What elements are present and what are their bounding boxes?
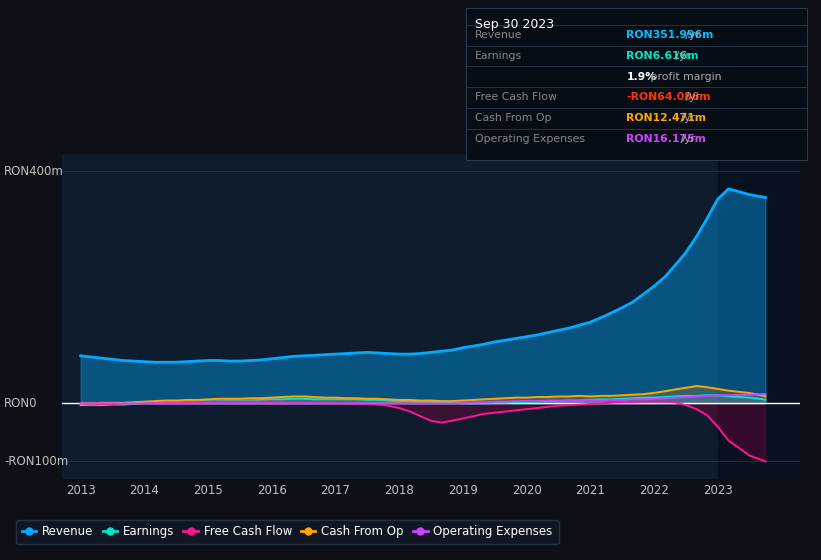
Text: Operating Expenses: Operating Expenses	[475, 134, 585, 144]
Text: RON6.616m: RON6.616m	[626, 51, 699, 61]
Text: -RON100m: -RON100m	[4, 455, 68, 468]
Text: RON16.175m: RON16.175m	[626, 134, 706, 144]
Text: /yr: /yr	[682, 92, 700, 102]
Text: 1.9%: 1.9%	[626, 72, 657, 82]
Bar	[718, 154, 800, 479]
Text: /yr: /yr	[677, 113, 695, 123]
Text: -RON64.086m: -RON64.086m	[626, 92, 711, 102]
Text: Revenue: Revenue	[475, 30, 522, 40]
Text: Free Cash Flow: Free Cash Flow	[475, 92, 557, 102]
Text: /yr: /yr	[672, 51, 690, 61]
Text: /yr: /yr	[677, 134, 695, 144]
Text: RON400m: RON400m	[4, 165, 64, 178]
Text: RON351.996m: RON351.996m	[626, 30, 713, 40]
Text: /yr: /yr	[682, 30, 700, 40]
Text: RON0: RON0	[4, 397, 38, 410]
Text: Earnings: Earnings	[475, 51, 521, 61]
Text: Sep 30 2023: Sep 30 2023	[475, 17, 553, 31]
Text: Cash From Op: Cash From Op	[475, 113, 551, 123]
Text: RON12.471m: RON12.471m	[626, 113, 706, 123]
Legend: Revenue, Earnings, Free Cash Flow, Cash From Op, Operating Expenses: Revenue, Earnings, Free Cash Flow, Cash …	[16, 520, 558, 544]
Text: profit margin: profit margin	[647, 72, 722, 82]
